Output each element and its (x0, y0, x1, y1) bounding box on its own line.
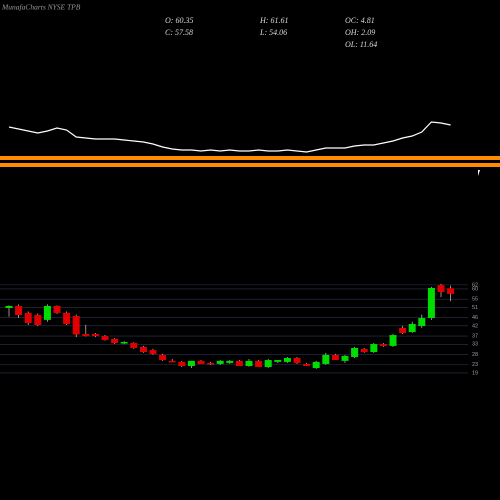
candle-body (427, 287, 435, 319)
y-tick-label: 19 (472, 370, 478, 376)
y-tick-label: 33 (472, 342, 478, 348)
candle-body (216, 360, 224, 364)
candle-body (370, 344, 378, 353)
candle-body (389, 335, 397, 346)
candle-body (101, 336, 109, 340)
info-text: O: 60.35 (165, 16, 193, 25)
candle-body (82, 334, 90, 337)
candle-body (34, 314, 42, 326)
candle-body (379, 344, 387, 346)
y-tick-label: 51 (472, 305, 478, 311)
candle-body (72, 316, 80, 335)
candle-body (437, 285, 445, 293)
candle-body (53, 305, 61, 313)
orange-band (0, 163, 500, 167)
candle-body (226, 360, 234, 363)
info-text: OC: 4.81 (345, 16, 375, 25)
y-tick-label: 60 (472, 286, 478, 292)
candle-body (341, 355, 349, 361)
candle-body (283, 357, 291, 362)
candle-body (139, 346, 147, 353)
candle-body (255, 360, 263, 368)
candle-body (245, 360, 253, 366)
candle-body (408, 323, 416, 332)
chart-title: MunafaCharts NYSE TPB (1, 3, 81, 12)
candle-body (207, 362, 215, 365)
candle-body (418, 318, 426, 327)
candle-body (15, 305, 23, 315)
y-tick-label: 46 (472, 315, 478, 321)
candle-body (303, 363, 311, 366)
candle-body (120, 342, 128, 344)
info-text: L: 54.06 (259, 28, 287, 37)
candle-body (360, 348, 368, 353)
candle-body (24, 312, 32, 323)
candle-body (5, 305, 13, 309)
candle-body (91, 334, 99, 337)
candle-body (447, 288, 455, 294)
candle-body (149, 350, 157, 354)
candle-body (312, 361, 320, 369)
candle-body (331, 354, 339, 361)
candle-body (130, 343, 138, 348)
info-text: OH: 2.09 (345, 28, 375, 37)
y-tick-label: 37 (472, 334, 478, 340)
candle-body (63, 312, 71, 324)
orange-band (0, 156, 500, 160)
candle-body (178, 361, 186, 366)
info-text: OL: 11.64 (345, 40, 377, 49)
y-tick-label: 23 (472, 362, 478, 368)
y-tick-label: 62 (472, 282, 478, 288)
candle-body (264, 360, 272, 368)
candle-body (43, 305, 51, 320)
info-text: H: 61.61 (259, 16, 288, 25)
candle-body (111, 338, 119, 344)
y-tick-label: 42 (472, 323, 478, 329)
candle-body (322, 354, 330, 364)
candle-body (168, 360, 176, 363)
info-text: C: 57.58 (165, 28, 193, 37)
candle-body (235, 360, 243, 366)
candle-body (351, 347, 359, 357)
y-tick-label: 55 (472, 297, 478, 303)
candle-body (197, 360, 205, 364)
marker (478, 170, 480, 176)
indicator-line (8, 121, 451, 153)
y-tick-label: 28 (472, 352, 478, 358)
candle-body (274, 360, 282, 362)
candle-body (187, 360, 195, 366)
candle-body (399, 327, 407, 334)
candle-body (293, 357, 301, 363)
candle-body (159, 354, 167, 361)
